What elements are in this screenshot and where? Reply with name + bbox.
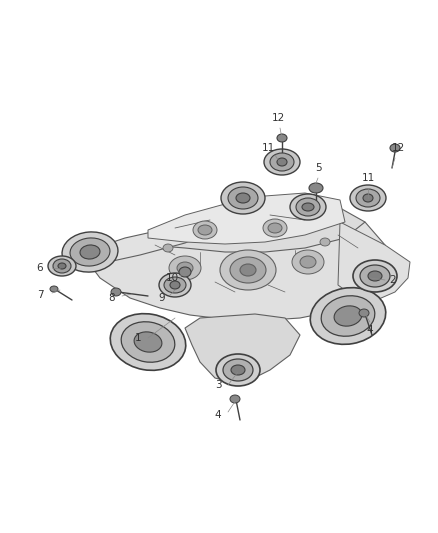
- Ellipse shape: [170, 281, 180, 289]
- Ellipse shape: [48, 256, 76, 276]
- Ellipse shape: [353, 260, 397, 292]
- Ellipse shape: [177, 262, 193, 274]
- Text: 11: 11: [361, 173, 374, 183]
- Text: 1: 1: [135, 333, 141, 343]
- Ellipse shape: [359, 309, 369, 317]
- Ellipse shape: [198, 225, 212, 235]
- Text: 7: 7: [37, 290, 43, 300]
- Ellipse shape: [309, 183, 323, 193]
- Text: 8: 8: [109, 293, 115, 303]
- Text: 12: 12: [392, 143, 405, 153]
- Ellipse shape: [390, 144, 400, 152]
- Ellipse shape: [221, 182, 265, 214]
- Ellipse shape: [290, 194, 326, 220]
- Ellipse shape: [134, 332, 162, 352]
- Ellipse shape: [163, 244, 173, 252]
- Ellipse shape: [350, 185, 386, 211]
- Ellipse shape: [223, 359, 253, 381]
- Ellipse shape: [50, 286, 58, 292]
- Ellipse shape: [220, 250, 276, 290]
- Ellipse shape: [228, 187, 258, 209]
- Ellipse shape: [368, 271, 382, 281]
- Text: 10: 10: [166, 273, 179, 283]
- Ellipse shape: [193, 221, 217, 239]
- Ellipse shape: [334, 306, 362, 326]
- Ellipse shape: [300, 256, 316, 268]
- Polygon shape: [120, 202, 365, 252]
- Text: 12: 12: [272, 113, 285, 123]
- Polygon shape: [85, 222, 395, 320]
- Ellipse shape: [363, 194, 373, 202]
- Ellipse shape: [80, 245, 100, 259]
- Ellipse shape: [292, 250, 324, 274]
- Ellipse shape: [111, 288, 121, 296]
- Ellipse shape: [310, 288, 386, 344]
- Ellipse shape: [240, 264, 256, 276]
- Ellipse shape: [360, 265, 390, 287]
- Text: 6: 6: [37, 263, 43, 273]
- Text: 4: 4: [367, 325, 373, 335]
- Ellipse shape: [263, 219, 287, 237]
- Ellipse shape: [231, 365, 245, 375]
- Ellipse shape: [277, 158, 287, 166]
- Polygon shape: [148, 193, 345, 244]
- Ellipse shape: [230, 257, 266, 283]
- Ellipse shape: [164, 277, 186, 293]
- Ellipse shape: [230, 395, 240, 403]
- Text: 9: 9: [159, 293, 165, 303]
- Ellipse shape: [216, 354, 260, 386]
- Text: 3: 3: [215, 380, 221, 390]
- Ellipse shape: [110, 313, 186, 370]
- Ellipse shape: [270, 153, 294, 171]
- Ellipse shape: [159, 273, 191, 297]
- Ellipse shape: [169, 256, 201, 280]
- Polygon shape: [185, 314, 300, 382]
- Ellipse shape: [356, 189, 380, 207]
- Ellipse shape: [302, 203, 314, 211]
- Text: 2: 2: [390, 275, 396, 285]
- Text: 5: 5: [314, 163, 321, 173]
- Ellipse shape: [62, 232, 118, 272]
- Ellipse shape: [268, 223, 282, 233]
- Ellipse shape: [179, 267, 191, 277]
- Ellipse shape: [236, 193, 250, 203]
- Ellipse shape: [296, 198, 320, 216]
- Ellipse shape: [70, 238, 110, 266]
- Ellipse shape: [320, 238, 330, 246]
- Text: 4: 4: [215, 410, 221, 420]
- Ellipse shape: [53, 259, 71, 273]
- Polygon shape: [95, 218, 215, 262]
- Text: 11: 11: [261, 143, 275, 153]
- Ellipse shape: [121, 322, 175, 362]
- Polygon shape: [338, 222, 410, 305]
- Ellipse shape: [58, 263, 66, 269]
- Ellipse shape: [321, 296, 375, 336]
- Ellipse shape: [264, 149, 300, 175]
- Ellipse shape: [277, 134, 287, 142]
